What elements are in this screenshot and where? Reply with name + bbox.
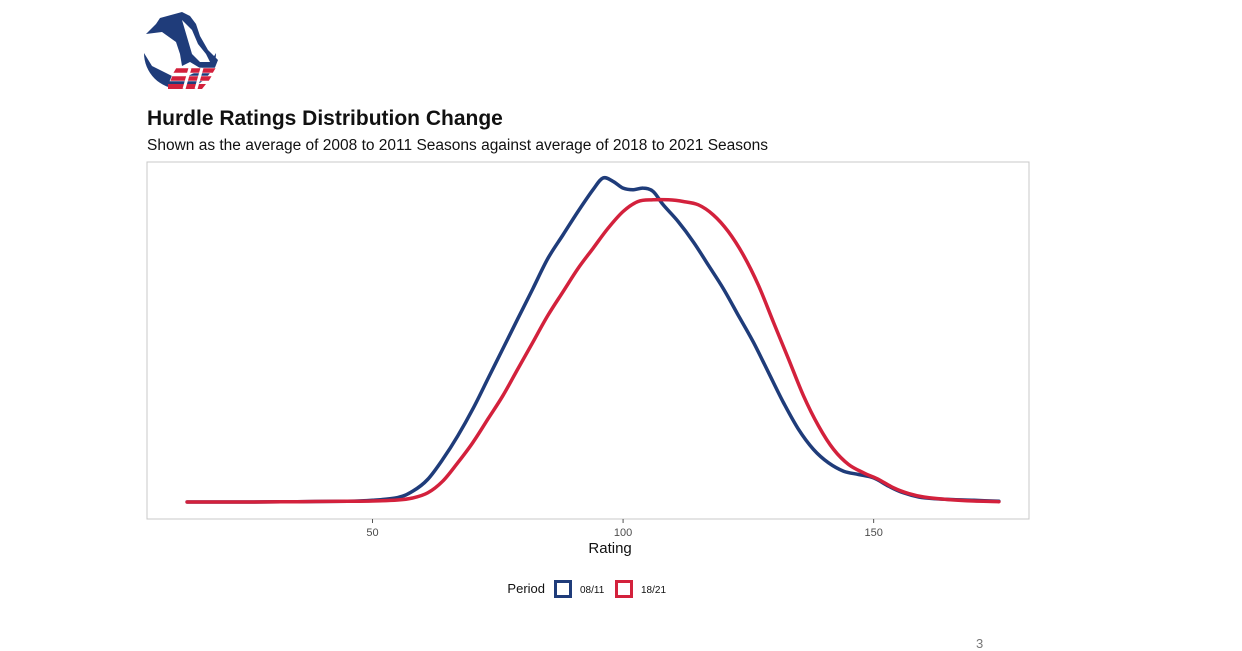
chart-title: Hurdle Ratings Distribution Change: [147, 107, 503, 130]
legend-label-1: 08/11: [580, 585, 605, 596]
x-axis-label: Rating: [588, 540, 631, 557]
x-tick-label: 50: [366, 527, 378, 539]
series-line-1: [185, 175, 1001, 504]
x-tick-label: 100: [614, 527, 632, 539]
legend-swatch-1: [554, 580, 572, 598]
series-line-2: [185, 197, 1001, 504]
legend-swatch-2: [615, 580, 633, 598]
chart-subtitle: Shown as the average of 2008 to 2011 Sea…: [147, 137, 769, 154]
page-number: 3: [976, 636, 984, 651]
legend-label-2: 18/21: [641, 585, 666, 596]
x-tick-label: 150: [864, 527, 882, 539]
plot-panel: [146, 161, 1030, 520]
legend-title: Period: [507, 581, 545, 596]
horse-head-logo-icon: [142, 12, 218, 91]
